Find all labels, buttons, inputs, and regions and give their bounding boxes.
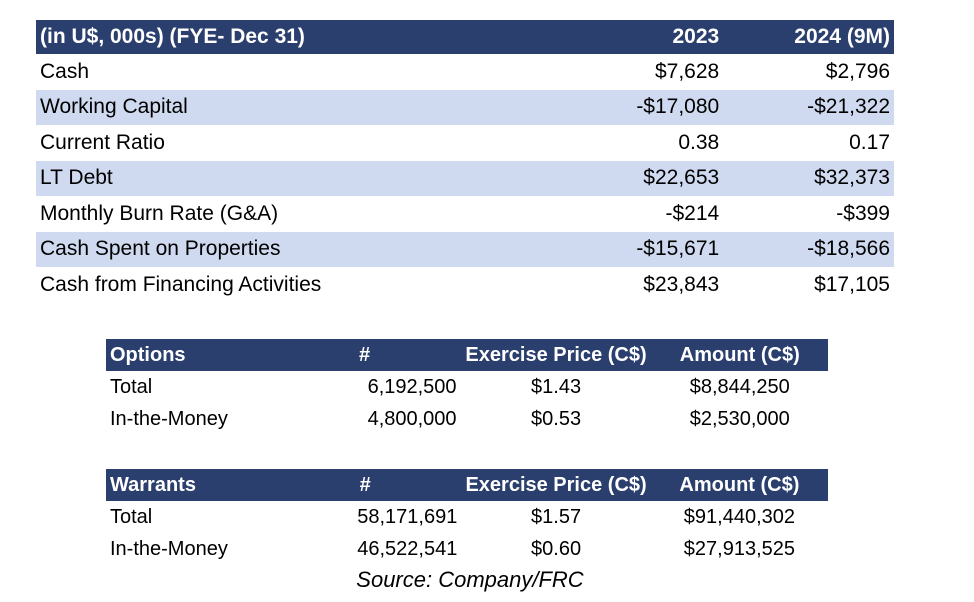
value-2024: -$18,566 [723, 231, 894, 267]
price-value: $1.43 [531, 375, 582, 398]
financials-table: (in U$, 000s) (FYE- Dec 31) 2023 2024 (9… [36, 20, 894, 303]
options-table: Options # Exercise Price (C$) Amount (C$… [106, 339, 828, 435]
table-row: In-the-Money 46,522,541 $0.60 $27,913,52… [106, 533, 828, 565]
table-row: Cash Spent on Properties -$15,671 -$18,5… [36, 231, 894, 267]
table-row: Cash $7,628 $2,796 [36, 54, 894, 90]
amount-value: $91,440,302 [683, 505, 796, 528]
row-label: In-the-Money [110, 537, 228, 560]
warrants-header-count: # [269, 469, 462, 501]
value-2024: -$399 [836, 201, 890, 225]
row-label: Cash [40, 59, 90, 83]
financials-header-2024: 2024 (9M) [723, 20, 894, 54]
options-header-count: # [268, 339, 461, 371]
warrants-table: Warrants # Exercise Price (C$) Amount (C… [106, 469, 828, 565]
count-value: 4,800,000 [367, 407, 457, 430]
price-value: $0.53 [531, 407, 582, 430]
value-2024: $2,796 [825, 59, 890, 83]
value-2024: 0.17 [849, 130, 890, 154]
row-label: In-the-Money [110, 407, 228, 430]
warrants-header-price: Exercise Price (C$) [461, 469, 651, 501]
financials-header-2023: 2023 [552, 20, 724, 54]
table-row: In-the-Money 4,800,000 $0.53 $2,530,000 [106, 403, 828, 435]
warrants-header-amount: Amount (C$) [650, 469, 828, 501]
table-row: LT Debt $22,653 $32,373 [36, 160, 894, 196]
table-row: Cash from Financing Activities $23,843 $… [36, 267, 894, 303]
table-row: Current Ratio 0.38 0.17 [36, 125, 894, 161]
price-value: $1.57 [531, 505, 582, 528]
value-2023: $22,653 [552, 160, 724, 196]
financials-header-row: (in U$, 000s) (FYE- Dec 31) 2023 2024 (9… [36, 20, 894, 54]
row-label: Total [110, 505, 153, 528]
row-label: Working Capital [36, 89, 553, 125]
options-header-price: Exercise Price (C$) [460, 339, 652, 371]
financials-header-label: (in U$, 000s) (FYE- Dec 31) [36, 20, 553, 54]
row-label: Cash from Financing Activities [40, 272, 322, 296]
warrants-header-title: Warrants [106, 469, 270, 501]
amount-value: $27,913,525 [683, 537, 796, 560]
value-2023: 0.38 [678, 130, 720, 154]
amount-value: $8,844,250 [689, 375, 790, 398]
price-value: $0.60 [531, 537, 582, 560]
count-value: 6,192,500 [367, 375, 457, 398]
warrants-header-row: Warrants # Exercise Price (C$) Amount (C… [106, 469, 828, 501]
value-2023: $23,843 [643, 272, 720, 296]
value-2023: -$15,671 [552, 231, 724, 267]
options-header-row: Options # Exercise Price (C$) Amount (C$… [106, 339, 828, 371]
options-header-amount: Amount (C$) [651, 339, 828, 371]
value-2023: -$17,080 [552, 89, 724, 125]
source-caption: Source: Company/FRC [356, 567, 584, 592]
row-label: Total [110, 375, 153, 398]
value-2023: -$214 [665, 201, 720, 225]
value-2024: $17,105 [814, 272, 890, 296]
count-value: 46,522,541 [357, 537, 458, 560]
table-row: Working Capital -$17,080 -$21,322 [36, 89, 894, 125]
options-header-title: Options [106, 339, 269, 371]
amount-value: $2,530,000 [689, 407, 790, 430]
row-label: Current Ratio [40, 130, 165, 154]
row-label: Cash Spent on Properties [36, 231, 553, 267]
value-2024: $32,373 [723, 160, 894, 196]
row-label: LT Debt [36, 160, 553, 196]
value-2024: -$21,322 [723, 89, 894, 125]
value-2023: $7,628 [654, 59, 720, 83]
table-row: Monthly Burn Rate (G&A) -$214 -$399 [36, 196, 894, 232]
count-value: 58,171,691 [357, 505, 458, 528]
table-row: Total 6,192,500 $1.43 $8,844,250 [106, 371, 828, 403]
row-label: Monthly Burn Rate (G&A) [40, 201, 279, 225]
table-row: Total 58,171,691 $1.57 $91,440,302 [106, 501, 828, 533]
